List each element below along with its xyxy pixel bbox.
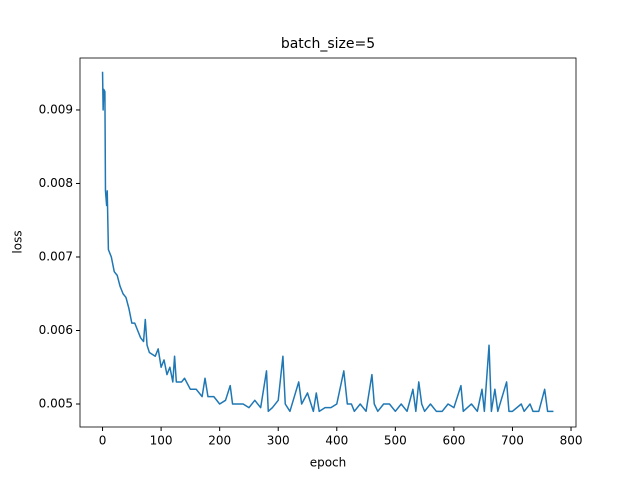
y-tick-label: 0.005: [39, 396, 73, 410]
x-tick-label: 400: [325, 434, 348, 448]
x-tick-label: 200: [208, 434, 231, 448]
loss-line: [101, 71, 554, 413]
y-tick-label: 0.009: [39, 102, 73, 116]
x-tick-label: 300: [267, 434, 290, 448]
chart-title: batch_size=5: [281, 36, 375, 52]
y-tick-label: 0.008: [39, 176, 73, 190]
y-axis-label: loss: [11, 230, 25, 253]
y-tick-label: 0.006: [39, 323, 73, 337]
y-tick-label: 0.007: [39, 249, 73, 263]
x-tick-label: 600: [442, 434, 465, 448]
x-tick-label: 0: [99, 434, 107, 448]
x-tick-label: 700: [501, 434, 524, 448]
x-tick-label: 100: [150, 434, 173, 448]
x-tick-label: 800: [560, 434, 583, 448]
x-axis-label: epoch: [310, 456, 347, 470]
x-tick-label: 500: [384, 434, 407, 448]
plot-frame: [79, 57, 577, 428]
